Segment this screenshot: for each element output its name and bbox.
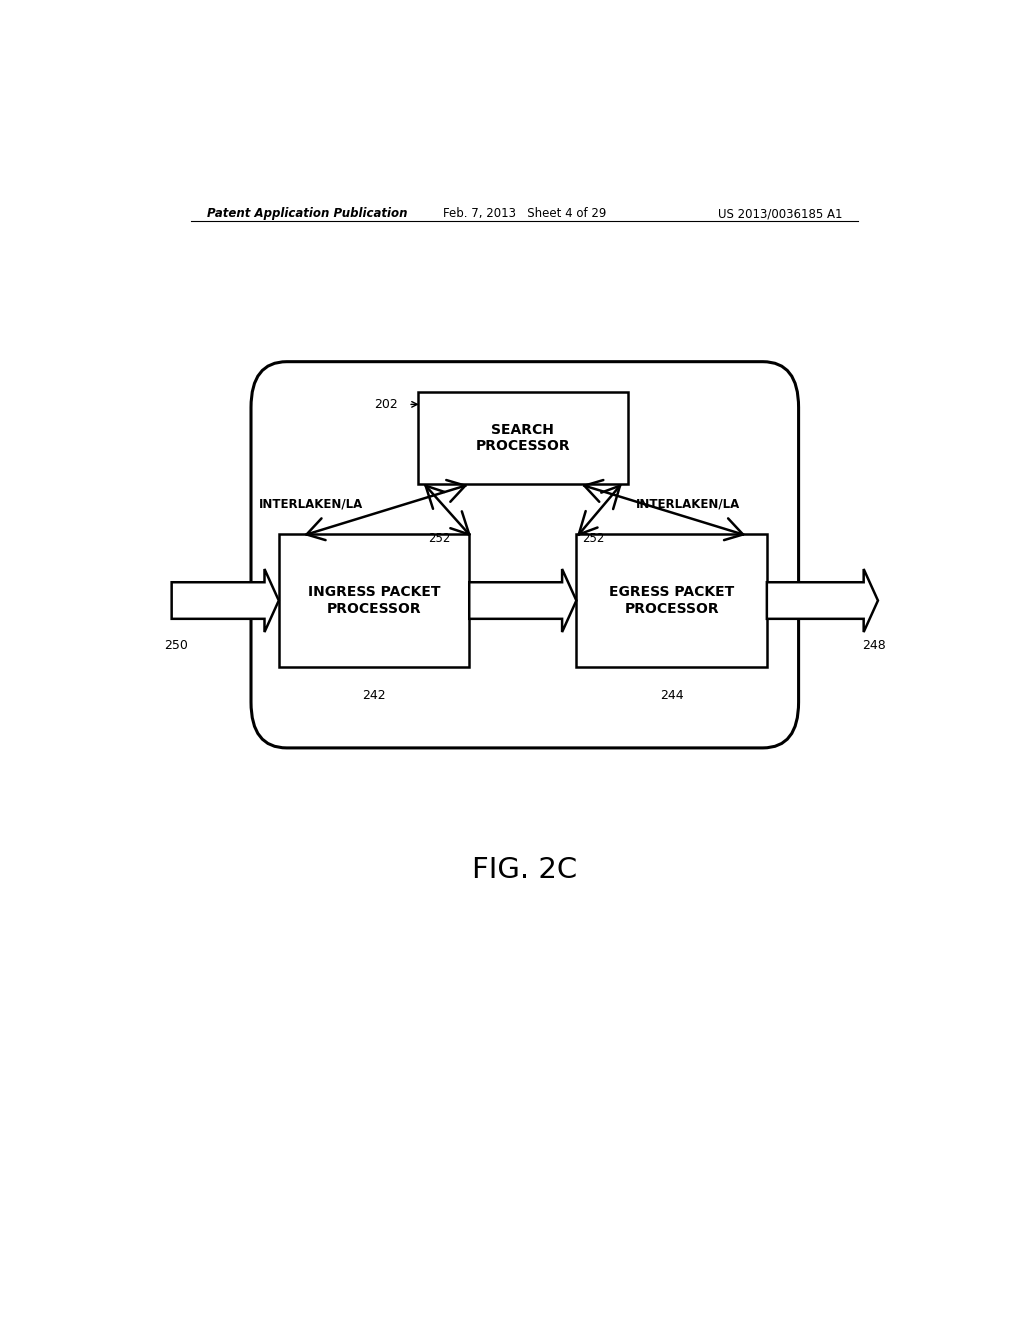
- Text: 252: 252: [582, 532, 604, 545]
- Text: 242: 242: [362, 689, 386, 702]
- Polygon shape: [172, 569, 279, 632]
- Text: 252: 252: [428, 532, 451, 545]
- Text: Feb. 7, 2013   Sheet 4 of 29: Feb. 7, 2013 Sheet 4 of 29: [443, 207, 606, 220]
- Text: 250: 250: [164, 639, 187, 652]
- Text: INTERLAKEN/LA: INTERLAKEN/LA: [636, 498, 740, 511]
- Text: EGRESS PACKET
PROCESSOR: EGRESS PACKET PROCESSOR: [609, 586, 734, 615]
- Text: 202: 202: [374, 397, 397, 411]
- Bar: [577, 535, 767, 667]
- Bar: [279, 535, 469, 667]
- Text: INGRESS PACKET
PROCESSOR: INGRESS PACKET PROCESSOR: [308, 586, 440, 615]
- Text: Patent Application Publication: Patent Application Publication: [207, 207, 408, 220]
- FancyBboxPatch shape: [251, 362, 799, 748]
- Text: 248: 248: [862, 639, 886, 652]
- Text: FIG. 2C: FIG. 2C: [472, 855, 578, 884]
- Text: 244: 244: [659, 689, 683, 702]
- Polygon shape: [767, 569, 878, 632]
- Text: INTERLAKEN/LA: INTERLAKEN/LA: [259, 498, 364, 511]
- Text: US 2013/0036185 A1: US 2013/0036185 A1: [718, 207, 842, 220]
- Polygon shape: [469, 569, 577, 632]
- Text: SEARCH
PROCESSOR: SEARCH PROCESSOR: [475, 422, 570, 453]
- Bar: [418, 392, 628, 483]
